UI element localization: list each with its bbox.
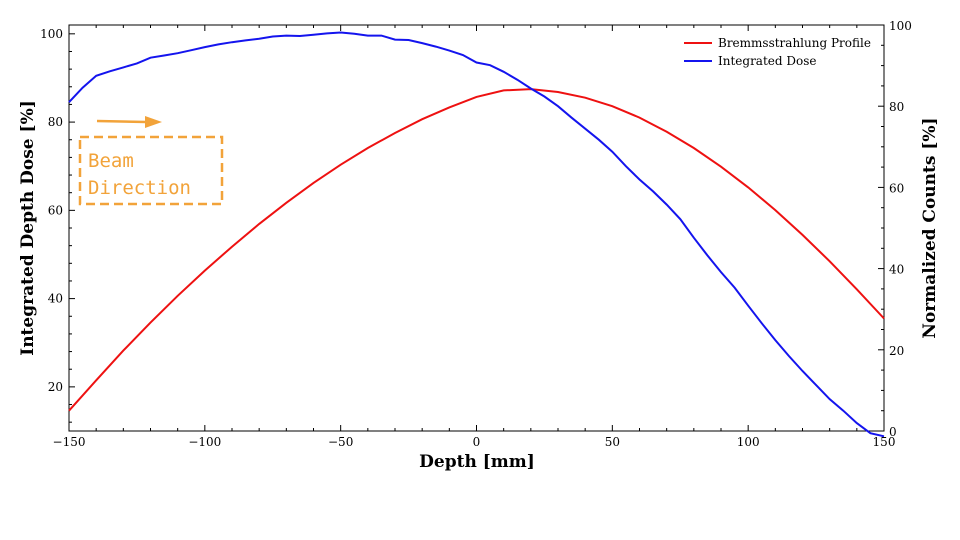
beam-direction-box bbox=[78, 135, 224, 206]
y-right-tick-label: 60 bbox=[889, 181, 904, 195]
x-axis-label: Depth [mm] bbox=[419, 452, 535, 472]
y-left-tick-label: 20 bbox=[48, 380, 63, 394]
x-tick-label: −100 bbox=[188, 435, 221, 449]
series-line-bremsstrahlung-profile bbox=[68, 88, 885, 412]
series-layer bbox=[68, 31, 885, 438]
plot-frame bbox=[68, 24, 885, 432]
x-axis: −150 −100 −50 0 50 100 150 bbox=[53, 25, 896, 449]
x-tick-label: 150 bbox=[873, 435, 896, 449]
x-tick-label: 0 bbox=[473, 435, 481, 449]
beam-arrow-icon bbox=[145, 116, 162, 128]
y-right-tick-label: 100 bbox=[889, 19, 912, 33]
y-right-tick-label: 80 bbox=[889, 100, 904, 114]
y-axis-left: 20 40 60 80 100 bbox=[40, 27, 75, 423]
x-tick-label: 100 bbox=[737, 435, 760, 449]
beam-direction-label-line1: Beam bbox=[88, 150, 134, 172]
beam-direction-annotation: Beam Direction bbox=[78, 116, 224, 206]
y-axis-right-label: Normalized Counts [%] bbox=[920, 117, 940, 338]
y-left-tick-label: 60 bbox=[48, 203, 63, 217]
x-tick-label: 50 bbox=[605, 435, 620, 449]
beam-arrow-shaft bbox=[96, 119, 147, 124]
y-right-tick-label: 40 bbox=[889, 263, 904, 277]
y-left-tick-label: 80 bbox=[48, 115, 63, 129]
legend-label-bremsstrahlung: Bremmsstrahlung Profile bbox=[718, 36, 871, 50]
legend: Bremmsstrahlung Profile Integrated Dose bbox=[684, 36, 871, 68]
y-right-tick-label: 20 bbox=[889, 344, 904, 358]
y-left-tick-label: 40 bbox=[48, 292, 63, 306]
y-left-tick-label: 100 bbox=[40, 27, 63, 41]
x-tick-label: −150 bbox=[53, 435, 86, 449]
y-right-tick-label: 0 bbox=[889, 425, 897, 439]
legend-label-integrated-dose: Integrated Dose bbox=[718, 54, 817, 68]
series-line-integrated-dose bbox=[68, 31, 885, 438]
beam-direction-label-line2: Direction bbox=[88, 177, 191, 199]
y-axis-left-label: Integrated Depth Dose [%] bbox=[18, 100, 38, 356]
y-axis-right: 0 20 40 60 80 100 bbox=[878, 19, 912, 439]
x-tick-label: −50 bbox=[328, 435, 353, 449]
